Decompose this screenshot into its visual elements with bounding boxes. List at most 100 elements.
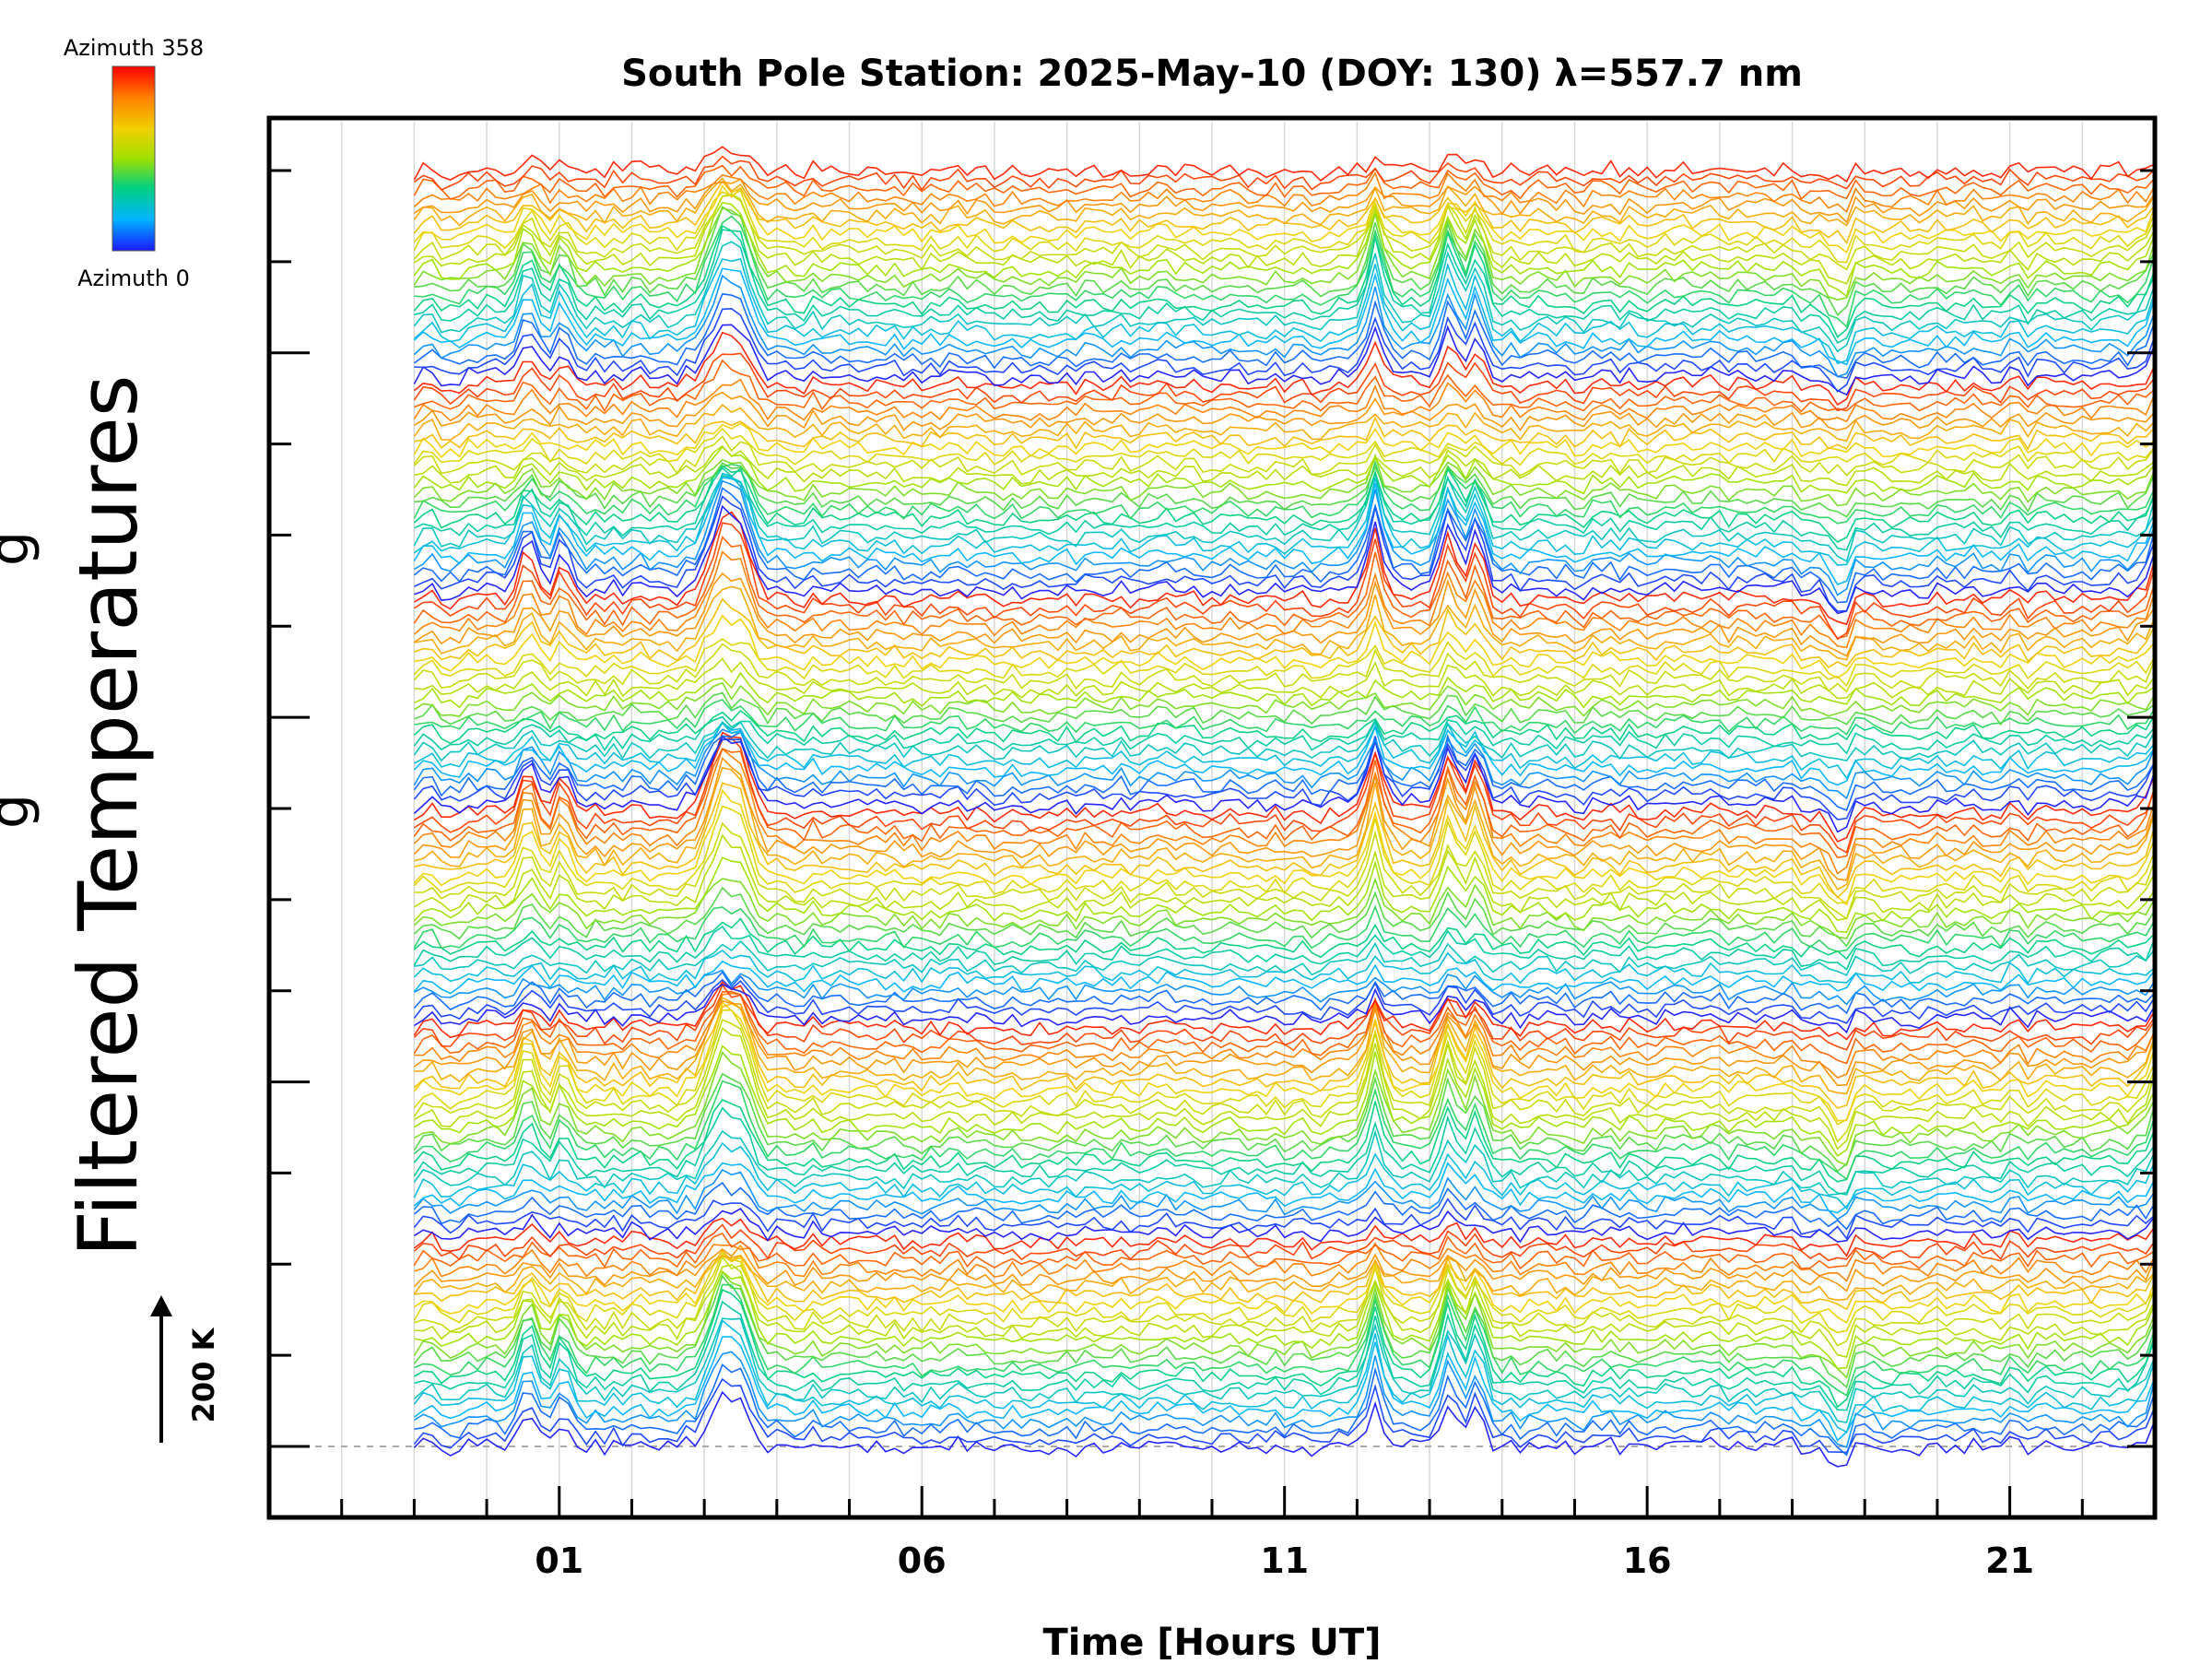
trace-line xyxy=(414,479,2156,596)
trace-line xyxy=(414,614,2156,679)
x-tick-label: 06 xyxy=(898,1540,947,1581)
scale-bar-arrow-icon xyxy=(150,1295,172,1316)
trace-line xyxy=(413,720,2156,762)
colorbar-top-label: Azimuth 358 xyxy=(64,35,204,61)
trace-line xyxy=(413,352,2156,412)
x-tick-label: 16 xyxy=(1623,1540,1672,1581)
trace-line xyxy=(413,184,2156,254)
trace-line xyxy=(414,1255,2156,1347)
colorbar-bottom-label: Azimuth 0 xyxy=(77,266,190,291)
trace-line xyxy=(414,1264,2156,1358)
scale-bar-label: 200 K xyxy=(186,1327,221,1422)
trace-line xyxy=(414,462,2156,518)
trace-line xyxy=(414,585,2156,661)
trace-line xyxy=(413,737,2156,854)
trace-line xyxy=(413,1336,2156,1442)
trace-line xyxy=(413,202,2156,298)
trace-line xyxy=(413,1351,2156,1448)
trace-line xyxy=(413,886,2156,948)
trace-line xyxy=(413,805,2156,904)
trace-line xyxy=(414,939,2156,976)
trace-line xyxy=(413,999,2156,1087)
trace-line xyxy=(413,1254,2156,1302)
trace-line xyxy=(413,292,2156,379)
trace-line xyxy=(413,983,2156,1034)
trace-line xyxy=(413,1207,2156,1244)
trace-line xyxy=(414,229,2156,344)
trace-line xyxy=(414,416,2156,451)
trace-line xyxy=(413,445,2156,495)
x-tick-label: 01 xyxy=(535,1540,583,1581)
trace-line xyxy=(413,1002,2156,1109)
trace-line xyxy=(413,178,2156,224)
trace-line xyxy=(414,597,2156,668)
trace-line xyxy=(414,1300,2156,1411)
trace-line xyxy=(413,971,2156,1015)
trace-line xyxy=(413,1009,2156,1126)
trace-line xyxy=(414,782,2156,900)
trace-line xyxy=(413,324,2156,396)
trace-line xyxy=(413,146,2156,183)
trace-line xyxy=(413,1019,2156,1143)
trace-line xyxy=(414,1027,2156,1151)
trace-line xyxy=(413,465,2156,543)
trace-line xyxy=(413,638,2156,688)
trace-line xyxy=(413,856,2156,933)
trace-line xyxy=(413,422,2156,459)
trace-line xyxy=(413,1377,2156,1454)
trace-line xyxy=(413,171,2156,214)
axis-ticks xyxy=(269,169,2155,1517)
trace-line xyxy=(413,241,2156,353)
trace-line xyxy=(413,1198,2156,1241)
trace-line xyxy=(413,435,2156,477)
trace-line xyxy=(414,1249,2156,1311)
trace-line xyxy=(413,189,2156,264)
trace-line xyxy=(414,1242,2156,1282)
trace-line xyxy=(414,1270,2156,1370)
x-tick-label: 11 xyxy=(1260,1540,1309,1581)
trace-line xyxy=(414,766,2156,891)
x-axis-label: Time [Hours UT] xyxy=(1043,1622,1382,1659)
trace-line xyxy=(413,472,2156,566)
temperature-traces xyxy=(413,146,2156,1468)
x-tick-label: 21 xyxy=(1985,1540,2034,1581)
y-axis-label: Filtered Temperatures xyxy=(61,374,156,1257)
trace-line xyxy=(413,522,2156,641)
trace-line xyxy=(413,267,2156,366)
azimuth-colorbar xyxy=(112,65,156,252)
trace-line xyxy=(413,177,2156,227)
trace-line xyxy=(413,721,2156,786)
trace-line xyxy=(413,1141,2156,1210)
trace-line xyxy=(414,997,2156,1095)
x-tick-labels: 01 06 11 16 21 xyxy=(535,1540,2034,1581)
trace-line xyxy=(413,926,2156,971)
trace-line xyxy=(413,1319,2156,1434)
trace-line xyxy=(413,788,2156,906)
trace-line xyxy=(413,1254,2156,1324)
trace-line xyxy=(413,730,2156,811)
trace-line xyxy=(414,359,2156,413)
trace-line xyxy=(413,1072,2156,1173)
trace-line xyxy=(413,1223,2156,1262)
y-axis-label-partial-2: g xyxy=(0,794,41,829)
trace-line xyxy=(413,1252,2156,1334)
trace-line xyxy=(413,981,2156,1041)
trace-line xyxy=(413,735,2156,833)
trace-line xyxy=(414,657,2156,700)
trace-line xyxy=(413,164,2156,201)
trace-line xyxy=(413,1162,2156,1214)
trace-line xyxy=(413,427,2156,466)
trace-line xyxy=(413,225,2156,338)
trace-line xyxy=(414,1289,2156,1409)
trace-line xyxy=(413,1099,2156,1183)
trace-line xyxy=(414,671,2156,709)
trace-line xyxy=(413,736,2156,820)
trace-line xyxy=(413,833,2156,921)
trace-line xyxy=(414,307,2156,393)
trace-line xyxy=(413,756,2156,881)
trace-line xyxy=(414,206,2156,316)
trace-line xyxy=(413,1181,2156,1231)
trace-line xyxy=(413,536,2156,640)
